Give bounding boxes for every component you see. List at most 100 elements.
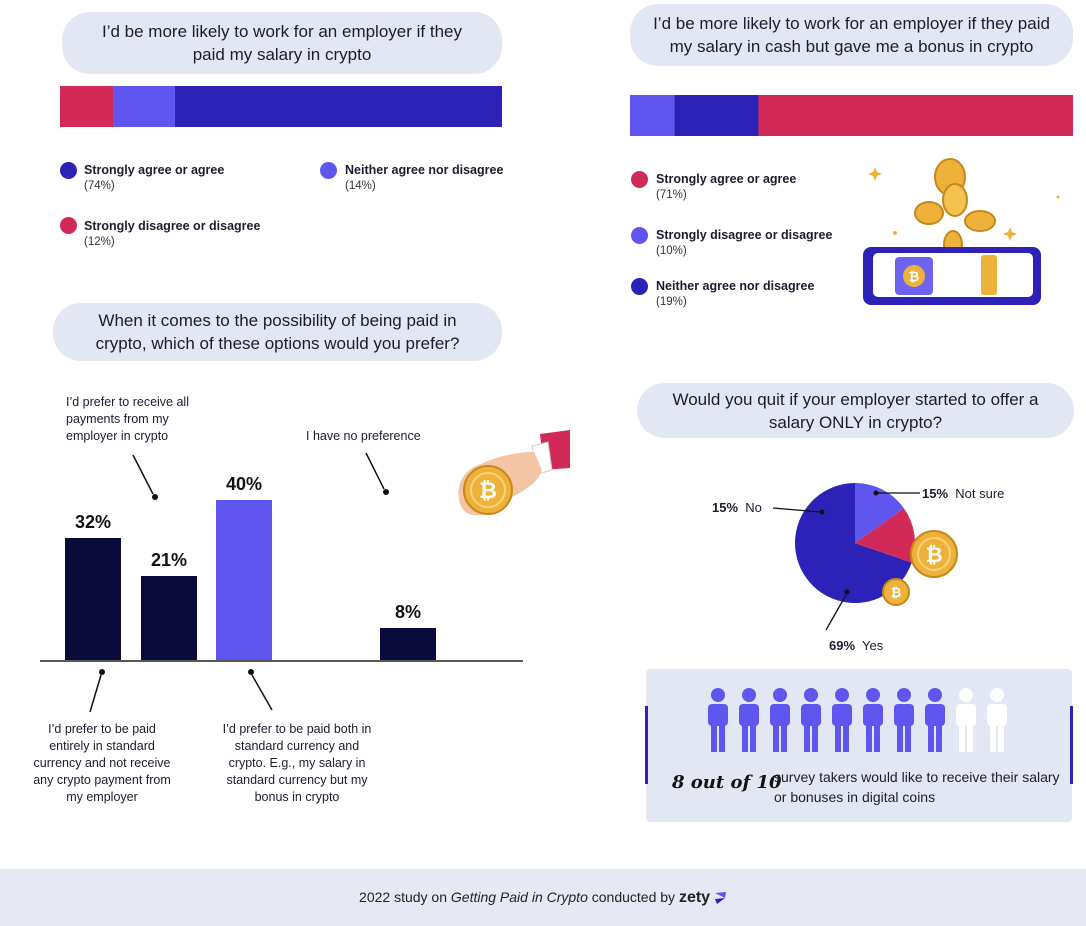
q1-legend-disagree-dot <box>60 217 77 234</box>
footer-study-title: Getting Paid in Crypto <box>450 889 588 905</box>
leader-dot <box>873 490 879 496</box>
q3-label-no-preference: I have no preference <box>306 429 421 443</box>
q3-label-standard: I’d prefer to be paid entirely in standa… <box>33 722 171 804</box>
q2-legend-disagree-label: Strongly disagree or disagree <box>656 228 833 242</box>
phone-coins-illustration: ₿ <box>863 158 1060 305</box>
pie-slice <box>855 508 915 563</box>
callout-line <box>132 454 154 495</box>
q3-bar-chart: 32% 21% 40% 8% <box>40 474 523 662</box>
bar-segment <box>630 95 675 136</box>
svg-text:₿: ₿ <box>891 586 902 601</box>
q4-question: Would you quit if your employer started … <box>672 389 1039 432</box>
pie-coins-illustration: ₿ ₿ <box>882 530 958 606</box>
person-icon <box>739 688 759 752</box>
summary-text: survey takers would like to receive thei… <box>774 769 1060 805</box>
bar-segment <box>674 95 759 136</box>
bar <box>65 538 121 660</box>
person-icon <box>987 688 1007 752</box>
bitcoin-coin-icon: ₿ <box>910 530 958 578</box>
phone-icon: ₿ <box>863 247 1041 305</box>
leader-dot <box>819 509 825 515</box>
person-icon <box>894 688 914 752</box>
bar-segment <box>60 86 114 127</box>
summary-accent-right <box>1070 706 1073 784</box>
bar <box>216 500 272 660</box>
svg-text:₿: ₿ <box>479 479 497 504</box>
q4-no-pct: 15% <box>712 500 739 515</box>
summary-highlight: 8 out of 10 <box>672 772 782 793</box>
leader-line <box>825 594 847 631</box>
q1-stacked-bar <box>60 86 502 127</box>
bitcoin-coin-icon: ₿ <box>463 465 513 515</box>
q1-legend-neither-pct: (14%) <box>345 180 376 192</box>
svg-text:₿: ₿ <box>909 270 920 285</box>
q1-legend-agree-pct: (74%) <box>84 180 115 192</box>
person-icon <box>770 688 790 752</box>
bar <box>380 628 436 660</box>
q4-no-text: No <box>745 500 762 515</box>
q1-legend-neither-label: Neither agree nor disagree <box>345 163 504 177</box>
sparkle-icon <box>868 167 882 181</box>
callout-dot <box>152 494 158 500</box>
q2-stacked-bar <box>630 95 1073 136</box>
zety-logo-icon <box>714 892 726 905</box>
q2-legend-neither-pct: (19%) <box>656 296 687 308</box>
callout-dot <box>99 669 105 675</box>
q4-yes-pct: 69% <box>829 638 856 653</box>
bar-value-label: 21% <box>151 550 187 570</box>
footer-text: 2022 study on Getting Paid in Crypto con… <box>0 889 1086 907</box>
q2-question-pill: I’d be more likely to work for an employ… <box>630 4 1073 66</box>
q1-question: I’d be more likely to work for an employ… <box>102 22 462 64</box>
callout-dot <box>248 669 254 675</box>
person-icon <box>925 688 945 752</box>
q2-legend-disagree-pct: (10%) <box>656 245 687 257</box>
callout-line <box>365 452 385 490</box>
q2-legend-neither-dot <box>631 278 648 295</box>
q4-label-no: 15% No <box>712 500 762 515</box>
q3-question: When it comes to the possibility of bein… <box>95 311 460 353</box>
person-icon <box>956 688 976 752</box>
q4-question-pill: Would you quit if your employer started … <box>637 383 1074 438</box>
person-icon <box>708 688 728 752</box>
q1-question-pill: I’d be more likely to work for an employ… <box>62 12 502 74</box>
footer-bar: 2022 study on Getting Paid in Crypto con… <box>0 869 1086 926</box>
leader-dot <box>844 589 850 595</box>
q1-legend-agree-label: Strongly agree or agree <box>84 163 225 177</box>
person-icon <box>863 688 883 752</box>
bitcoin-coin-icon: ₿ <box>882 578 910 606</box>
q1-legend-neither-dot <box>320 162 337 179</box>
footer-brand: zety <box>678 889 711 906</box>
bar <box>141 576 197 660</box>
coin-icon <box>914 158 996 260</box>
q4-not-sure-pct: 15% <box>922 486 949 501</box>
q2-legend-agree-pct: (71%) <box>656 189 687 201</box>
leader-line <box>772 507 821 513</box>
callout-line <box>251 674 273 711</box>
q2-legend-neither-label: Neither agree nor disagree <box>656 279 815 293</box>
q3-label-all-crypto: I’d prefer to receive all payments from … <box>66 395 189 443</box>
person-icon <box>801 688 821 752</box>
q2-question: I’d be more likely to work for an employ… <box>653 14 1050 56</box>
bar-value-label: 8% <box>395 602 421 622</box>
callout-line <box>89 674 102 713</box>
q3-label-both: I’d prefer to be paid both in standard c… <box>222 722 372 804</box>
q1-legend-disagree-label: Strongly disagree or disagree <box>84 219 261 233</box>
q4-yes-text: Yes <box>862 638 884 653</box>
summary-accent-left <box>645 706 648 784</box>
bar-segment <box>113 86 175 127</box>
q3-question-pill: When it comes to the possibility of bein… <box>53 303 502 361</box>
q4-label-not-sure: 15% Not sure <box>922 486 1004 501</box>
q2-legend-agree-label: Strongly agree or agree <box>656 172 797 186</box>
footer-middle: conducted by <box>591 889 676 905</box>
q4-not-sure-text: Not sure <box>955 486 1005 501</box>
q1-legend-disagree-pct: (12%) <box>84 236 115 248</box>
bar-segment <box>758 95 1073 136</box>
bar-value-label: 32% <box>75 512 111 532</box>
hand-coin-illustration: ₿ <box>458 430 570 516</box>
bar-segment <box>174 86 502 127</box>
q1-legend-agree-dot <box>60 162 77 179</box>
person-icon <box>832 688 852 752</box>
q4-label-yes: 69% Yes <box>829 638 883 653</box>
svg-text:₿: ₿ <box>925 543 942 567</box>
callout-dot <box>383 489 389 495</box>
